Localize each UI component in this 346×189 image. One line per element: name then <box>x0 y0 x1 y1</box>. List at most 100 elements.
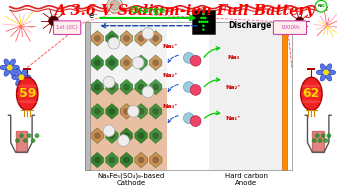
Circle shape <box>318 138 322 143</box>
Ellipse shape <box>301 100 322 103</box>
Circle shape <box>94 157 101 163</box>
Circle shape <box>152 157 159 163</box>
Ellipse shape <box>320 74 326 81</box>
Ellipse shape <box>17 85 38 88</box>
Text: A 3.6 V Sodium-ion Full Battery: A 3.6 V Sodium-ion Full Battery <box>55 4 315 18</box>
Polygon shape <box>91 31 103 46</box>
Polygon shape <box>106 79 118 95</box>
Ellipse shape <box>4 59 10 66</box>
Circle shape <box>103 76 115 88</box>
Circle shape <box>107 0 122 13</box>
Ellipse shape <box>17 100 38 103</box>
Circle shape <box>94 84 101 90</box>
Polygon shape <box>149 104 162 119</box>
Polygon shape <box>149 152 162 168</box>
Circle shape <box>190 116 201 126</box>
Polygon shape <box>149 79 162 95</box>
Circle shape <box>138 59 145 66</box>
Ellipse shape <box>17 77 38 110</box>
Ellipse shape <box>10 69 16 76</box>
Circle shape <box>109 132 115 139</box>
Ellipse shape <box>21 79 27 86</box>
Circle shape <box>202 24 204 27</box>
Circle shape <box>296 17 303 25</box>
Circle shape <box>152 108 159 115</box>
Ellipse shape <box>16 69 21 76</box>
Circle shape <box>109 157 115 163</box>
Text: Na₃: Na₃ <box>227 55 240 60</box>
Circle shape <box>7 65 13 70</box>
Text: Na₂⁺: Na₂⁺ <box>163 73 178 78</box>
Circle shape <box>19 133 24 138</box>
Polygon shape <box>106 31 118 46</box>
Ellipse shape <box>17 92 38 95</box>
Polygon shape <box>91 79 103 95</box>
Text: 1000th: 1000th <box>280 25 300 30</box>
Circle shape <box>35 133 39 138</box>
Bar <box>282 22 287 170</box>
Polygon shape <box>135 79 147 95</box>
Ellipse shape <box>28 80 31 108</box>
Bar <box>23 67 31 70</box>
Circle shape <box>183 53 194 63</box>
Circle shape <box>204 17 207 19</box>
Circle shape <box>138 35 145 42</box>
Circle shape <box>123 59 130 66</box>
Circle shape <box>202 17 204 19</box>
Ellipse shape <box>301 77 322 110</box>
Text: Na₁⁺: Na₁⁺ <box>163 44 178 49</box>
Bar <box>209 22 282 170</box>
Circle shape <box>202 13 204 15</box>
Polygon shape <box>106 152 118 168</box>
Ellipse shape <box>24 80 27 108</box>
Circle shape <box>152 132 159 139</box>
Circle shape <box>323 70 329 75</box>
Polygon shape <box>135 31 147 46</box>
Bar <box>167 22 209 170</box>
Text: Discharge: Discharge <box>229 21 272 30</box>
Ellipse shape <box>12 65 19 70</box>
Text: Charge: Charge <box>130 6 166 15</box>
Text: RSC: RSC <box>317 4 325 8</box>
Ellipse shape <box>26 80 29 108</box>
Bar <box>90 88 167 170</box>
Ellipse shape <box>23 75 31 80</box>
Polygon shape <box>91 152 103 168</box>
Polygon shape <box>149 128 162 143</box>
Ellipse shape <box>316 70 324 75</box>
Text: Na₆Fe₅(SO₄)₈-based
Cathode: Na₆Fe₅(SO₄)₈-based Cathode <box>98 173 165 186</box>
Circle shape <box>202 21 204 23</box>
Circle shape <box>152 84 159 90</box>
Circle shape <box>109 35 115 42</box>
Circle shape <box>183 82 194 92</box>
Circle shape <box>190 85 201 95</box>
Circle shape <box>108 37 120 49</box>
Bar <box>85 22 90 170</box>
Ellipse shape <box>320 64 326 71</box>
Circle shape <box>103 125 115 137</box>
Polygon shape <box>149 55 162 70</box>
Circle shape <box>206 21 209 23</box>
Circle shape <box>138 84 145 90</box>
Circle shape <box>127 105 139 117</box>
Circle shape <box>312 138 317 143</box>
Polygon shape <box>135 128 147 143</box>
Circle shape <box>123 84 130 90</box>
Circle shape <box>109 108 115 115</box>
Ellipse shape <box>12 75 19 80</box>
Circle shape <box>94 108 101 115</box>
Text: Na₂⁺: Na₂⁺ <box>226 84 241 90</box>
Circle shape <box>123 157 130 163</box>
Ellipse shape <box>16 79 21 86</box>
Ellipse shape <box>21 69 27 76</box>
Circle shape <box>138 108 145 115</box>
Text: Hard carbon
Anode: Hard carbon Anode <box>225 173 268 186</box>
Circle shape <box>15 138 20 143</box>
Circle shape <box>315 0 327 12</box>
Circle shape <box>49 16 58 26</box>
Circle shape <box>109 59 115 66</box>
Polygon shape <box>135 104 147 119</box>
Polygon shape <box>106 55 118 70</box>
Circle shape <box>94 35 101 42</box>
Polygon shape <box>135 152 147 168</box>
